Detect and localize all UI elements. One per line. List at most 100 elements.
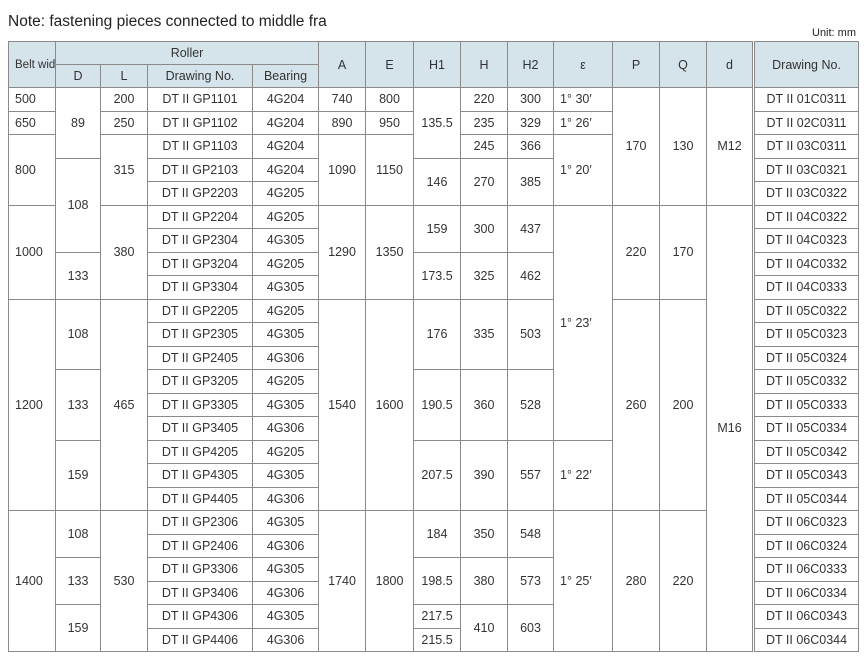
cell-h1: 176 — [413, 298, 462, 370]
cell-bearing: 4G305 — [251, 604, 320, 629]
cell-epsilon: 1° 26′ — [553, 110, 614, 135]
header-epsilon: ε — [553, 41, 614, 88]
cell-bearing: 4G204 — [251, 157, 320, 182]
header-roller: Roller — [54, 41, 320, 65]
cell-h2: 366 — [507, 134, 555, 159]
cell-drawing-no: DT II 04C0333 — [752, 275, 860, 300]
cell-bearing: 4G306 — [251, 627, 320, 652]
cell-h: 380 — [460, 557, 509, 605]
table-row: DT II GP4406 4G306 215.5 DT II 06C0344 — [9, 627, 860, 652]
cell-bolt-d: M12 — [706, 87, 755, 206]
table-row: 650 250 DT II GP1102 4G204 890 950 235 329 1° 26… — [8, 110, 860, 135]
header-bearing: Bearing — [251, 64, 320, 88]
cell-roller-drawing-no: DT II GP2304 — [147, 228, 253, 253]
cell-roller-d: 133 — [55, 251, 101, 300]
table-row: DT II GP2405 4G306 DT II 05C0324 — [9, 345, 860, 370]
cell-roller-drawing-no: DT II GP4305 — [147, 463, 253, 488]
table-row: DT II GP4405 4G306 DT II 05C0344 — [9, 486, 860, 511]
cell-roller-drawing-no: DT II GP3305 — [147, 392, 253, 417]
cell-drawing-no: DT II 05C0342 — [752, 439, 860, 464]
cell-h: 235 — [460, 110, 509, 135]
cell-roller-drawing-no: DT II GP1101 — [147, 87, 253, 112]
header-h1: H1 — [413, 41, 462, 88]
cell-roller-drawing-no: DT II GP3205 — [147, 369, 253, 394]
cell-bearing: 4G205 — [251, 204, 320, 229]
cell-a: 1540 — [318, 298, 367, 511]
cell-roller-drawing-no: DT II GP4306 — [147, 604, 253, 629]
cell-h2: 603 — [507, 604, 555, 652]
cell-p: 220 — [612, 204, 661, 300]
cell-h2: 300 — [507, 87, 555, 112]
cell-h1: 217.5 — [413, 604, 462, 629]
cell-roller-l: 315 — [100, 134, 148, 206]
cell-bearing: 4G205 — [251, 298, 320, 323]
cell-roller-drawing-no: DT II GP2205 — [147, 298, 253, 323]
cell-h1: 173.5 — [413, 251, 462, 300]
cell-p: 260 — [612, 298, 661, 511]
cell-bearing: 4G306 — [251, 345, 320, 370]
cell-bearing: 4G305 — [251, 392, 320, 417]
cell-drawing-no: DT II 05C0334 — [752, 416, 860, 441]
cell-h1: 215.5 — [413, 627, 462, 652]
table-row: 133 DT II GP3205 4G205 190.5 360 528 DT II 05C… — [9, 369, 860, 441]
cell-epsilon: 1° 25′ — [553, 510, 614, 652]
table-row: 133 DT II GP3204 4G205 173.5 325 462 DT II 04C… — [9, 251, 860, 300]
cell-bearing: 4G305 — [251, 463, 320, 488]
cell-roller-d: 159 — [55, 604, 101, 652]
header-drawing-no: Drawing No. — [752, 41, 860, 88]
cell-a: 1290 — [318, 204, 367, 300]
cell-bearing: 4G204 — [251, 134, 320, 159]
table-row: 108 DT II GP2103 4G204 146 270 385 DT II 03C03… — [9, 157, 860, 253]
cell-drawing-no: DT II 06C0324 — [752, 533, 860, 558]
cell-bearing: 4G305 — [251, 275, 320, 300]
cell-h: 270 — [460, 157, 509, 206]
cell-h1: 135.5 — [413, 87, 462, 159]
header-h2: H2 — [507, 41, 555, 88]
specification-table: Belt width B Roller A E H1 H H2 ε P Q d … — [8, 41, 860, 652]
cell-roller-l: 200 — [100, 87, 148, 112]
cell-roller-d: 108 — [55, 298, 101, 370]
cell-q: 200 — [659, 298, 708, 511]
table-row: DT II GP2406 4G306 DT II 06C0324 — [9, 533, 860, 558]
cell-roller-drawing-no: DT II GP3304 — [147, 275, 253, 300]
cell-bearing: 4G205 — [251, 251, 320, 276]
cell-epsilon: 1° 22′ — [553, 439, 614, 511]
cell-h2: 557 — [507, 439, 555, 511]
cell-roller-l: 250 — [100, 110, 148, 135]
note-text: Note: fastening pieces connected to midd… — [8, 13, 327, 30]
cell-h: 350 — [460, 510, 509, 558]
table-row: 159 DT II GP4205 4G205 207.5 390 557 1° 22′ DT … — [9, 439, 860, 511]
cell-drawing-no: DT II 05C0323 — [752, 322, 860, 347]
cell-roller-drawing-no: DT II GP2204 — [147, 204, 253, 229]
cell-h2: 329 — [507, 110, 555, 135]
cell-e: 1350 — [365, 204, 415, 300]
cell-drawing-no: DT II 04C0332 — [752, 251, 860, 276]
cell-belt-width: 650 — [8, 110, 56, 135]
cell-drawing-no: DT II 02C0311 — [752, 110, 860, 135]
header-d-bolt: d — [706, 41, 755, 88]
cell-bearing: 4G306 — [251, 580, 320, 605]
header-a: A — [318, 41, 367, 88]
cell-h: 335 — [460, 298, 509, 370]
cell-e: 800 — [365, 87, 415, 112]
cell-drawing-no: DT II 06C0323 — [752, 510, 860, 535]
cell-a: 890 — [318, 110, 367, 135]
cell-bearing: 4G305 — [251, 510, 320, 535]
header-l: L — [100, 64, 148, 88]
cell-h2: 528 — [507, 369, 555, 441]
cell-epsilon: 1° 20′ — [553, 134, 614, 206]
header-belt-width: Belt width B — [8, 41, 56, 88]
cell-h2: 548 — [507, 510, 555, 558]
cell-bearing: 4G204 — [251, 110, 320, 135]
cell-bearing: 4G204 — [251, 87, 320, 112]
cell-e: 950 — [365, 110, 415, 135]
table-row: 500 89 200 DT II GP1101 4G204 740 800 135.5 220 3… — [8, 87, 860, 206]
cell-roller-drawing-no: DT II GP2305 — [147, 322, 253, 347]
cell-a: 1090 — [318, 134, 367, 206]
cell-a: 1740 — [318, 510, 367, 652]
cell-roller-drawing-no: DT II GP2405 — [147, 345, 253, 370]
cell-h1: 146 — [413, 157, 462, 206]
unit-label: Unit: mm — [812, 27, 856, 39]
cell-p: 280 — [612, 510, 661, 652]
cell-roller-d: 133 — [55, 557, 101, 605]
